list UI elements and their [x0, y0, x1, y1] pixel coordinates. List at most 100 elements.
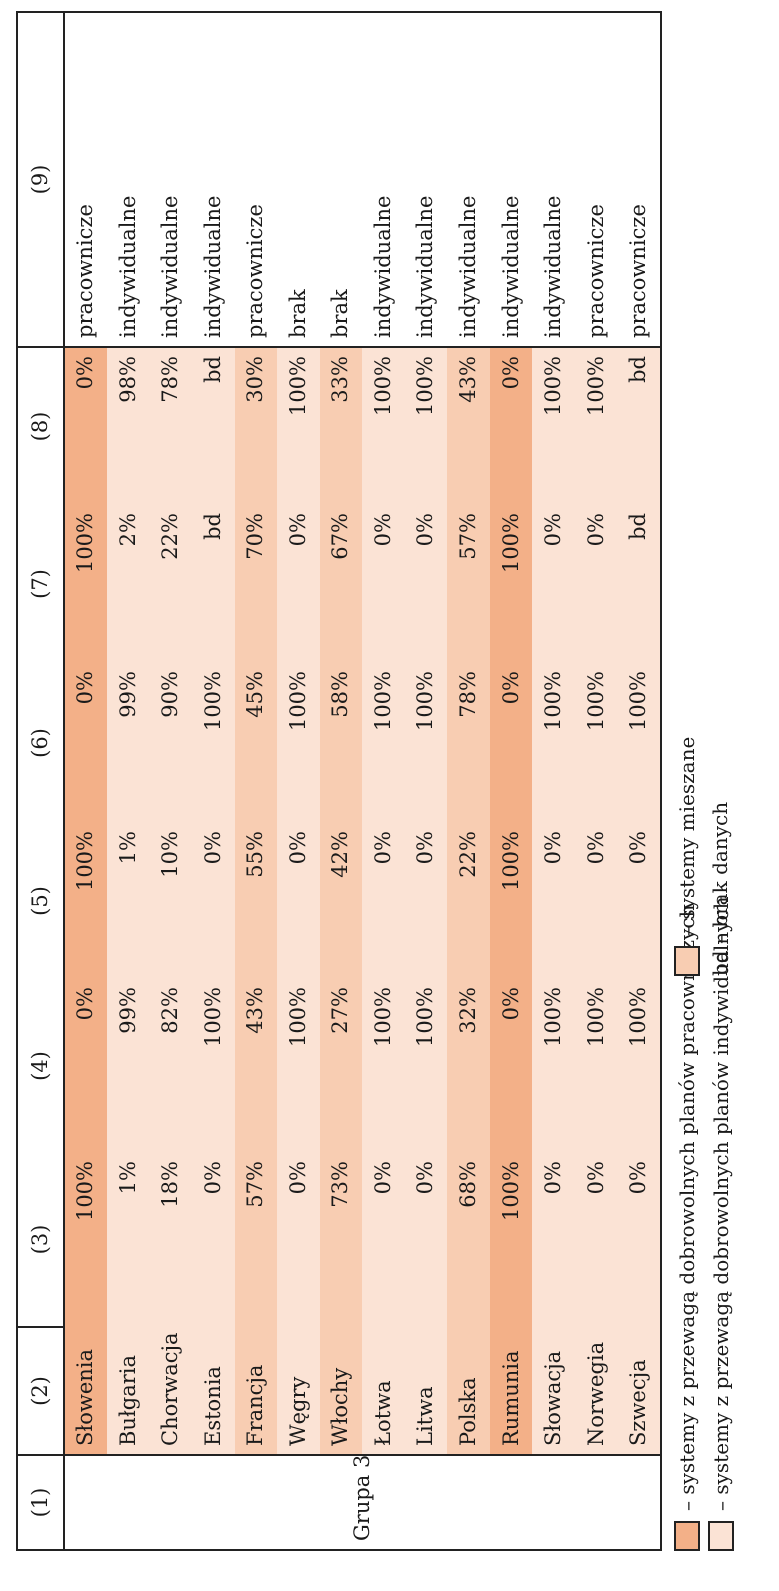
- value-cell: 0%: [362, 505, 405, 663]
- header-col-4: (4): [17, 979, 64, 1153]
- value-cell: 0%: [192, 823, 235, 979]
- type-cell: indywidualne: [362, 12, 405, 347]
- value-cell: 100%: [192, 979, 235, 1153]
- value-cell: bd: [192, 347, 235, 505]
- value-cell: 68%: [447, 1153, 490, 1327]
- value-cell: bd: [617, 347, 661, 505]
- value-cell: 0%: [489, 663, 533, 823]
- value-cell: 100%: [277, 979, 320, 1153]
- country-cell: Francja: [234, 1327, 278, 1455]
- value-cell: 0%: [362, 1153, 405, 1327]
- table-row: Rumunia 100% 0% 100% 0% 100% 0% indywidualne: [489, 12, 533, 1550]
- value-cell: 55%: [234, 823, 278, 979]
- legend-label-bd: bd – brak danych: [708, 801, 732, 976]
- value-cell: 73%: [319, 1153, 363, 1327]
- value-cell: 100%: [574, 663, 618, 823]
- type-cell: pracownicze: [234, 12, 278, 347]
- value-cell: 99%: [107, 663, 150, 823]
- value-cell: 0%: [574, 505, 618, 663]
- value-cell: 27%: [319, 979, 363, 1153]
- value-cell: 100%: [532, 347, 575, 505]
- table-row: Szwecja 0% 100% 0% 100% bd bd pracownicze: [617, 12, 661, 1550]
- value-cell: 0%: [532, 505, 575, 663]
- value-cell: 100%: [63, 505, 108, 663]
- legend-label-mieszane: – systemy mieszane: [675, 736, 699, 936]
- value-cell: 0%: [192, 1153, 235, 1327]
- type-cell: indywidualne: [532, 12, 575, 347]
- type-cell: pracownicze: [63, 12, 108, 347]
- type-cell: brak: [277, 12, 320, 347]
- country-cell: Litwa: [404, 1327, 448, 1455]
- value-cell: 33%: [319, 347, 363, 505]
- value-cell: bd: [192, 505, 235, 663]
- legend-item-bd: bd – brak danych: [708, 802, 732, 976]
- header-col-8: (8): [17, 347, 64, 505]
- table-row: Łotwa 0% 100% 0% 100% 0% 100% indywidualne: [362, 12, 405, 1550]
- legend-item-mieszane: – systemy mieszane: [674, 737, 700, 976]
- type-cell: pracownicze: [617, 12, 661, 347]
- value-cell: 100%: [574, 979, 618, 1153]
- value-cell: 42%: [319, 823, 363, 979]
- country-cell: Szwecja: [617, 1327, 661, 1455]
- header-col-2: (2): [17, 1327, 64, 1455]
- pension-systems-table: (1) (2) (3) (4) (5) (6) (7) (8) (9) Grup…: [16, 11, 662, 1551]
- type-cell: pracownicze: [574, 12, 618, 347]
- value-cell: 0%: [574, 1153, 618, 1327]
- table-row: Włochy 73% 27% 42% 58% 67% 33% brak: [319, 12, 363, 1550]
- value-cell: 100%: [404, 347, 448, 505]
- value-cell: 100%: [362, 979, 405, 1153]
- value-cell: 100%: [362, 347, 405, 505]
- header-col-3: (3): [17, 1153, 64, 1327]
- value-cell: 22%: [447, 823, 490, 979]
- value-cell: 100%: [574, 347, 618, 505]
- country-cell: Słowacja: [532, 1327, 575, 1455]
- value-cell: 100%: [362, 663, 405, 823]
- value-cell: 22%: [149, 505, 193, 663]
- value-cell: 67%: [319, 505, 363, 663]
- legend-item-pracownicze: – systemy z przewagą dobrowolnych planów…: [674, 905, 700, 1551]
- table-row: Chorwacja 18% 82% 10% 90% 22% 78% indywidualne: [149, 12, 193, 1550]
- value-cell: 57%: [447, 505, 490, 663]
- country-cell: Estonia: [192, 1327, 235, 1455]
- legend-swatch-mieszane: [674, 946, 700, 976]
- type-cell: indywidualne: [192, 12, 235, 347]
- type-cell: indywidualne: [404, 12, 448, 347]
- value-cell: 10%: [149, 823, 193, 979]
- legend-item-indywidualne: – systemy z przewagą dobrowolnych planów…: [708, 896, 734, 1551]
- value-cell: 100%: [63, 823, 108, 979]
- country-cell: Węgry: [277, 1327, 320, 1455]
- table-row: Słowacja 0% 100% 0% 100% 0% 100% indywidualne: [532, 12, 575, 1550]
- type-cell: indywidualne: [447, 12, 490, 347]
- value-cell: 43%: [447, 347, 490, 505]
- value-cell: 100%: [617, 979, 661, 1153]
- group-label: Grupa 3: [63, 1455, 661, 1550]
- value-cell: 100%: [277, 663, 320, 823]
- value-cell: 100%: [617, 663, 661, 823]
- value-cell: 78%: [447, 663, 490, 823]
- value-cell: 45%: [234, 663, 278, 823]
- country-cell: Bułgaria: [107, 1327, 150, 1455]
- country-cell: Łotwa: [362, 1327, 405, 1455]
- value-cell: 0%: [404, 1153, 448, 1327]
- value-cell: 0%: [404, 823, 448, 979]
- value-cell: 0%: [63, 979, 108, 1153]
- value-cell: 100%: [404, 979, 448, 1153]
- value-cell: 0%: [489, 979, 533, 1153]
- value-cell: 100%: [489, 823, 533, 979]
- value-cell: 30%: [234, 347, 278, 505]
- header-col-5: (5): [17, 823, 64, 979]
- value-cell: 0%: [574, 823, 618, 979]
- value-cell: 0%: [489, 347, 533, 505]
- table-row: Grupa 3 Słowenia 100% 0% 100% 0% 100% 0% pracown…: [63, 12, 661, 1550]
- header-col-6: (6): [17, 663, 64, 823]
- value-cell: 18%: [149, 1153, 193, 1327]
- value-cell: 90%: [149, 663, 193, 823]
- value-cell: 98%: [107, 347, 150, 505]
- value-cell: 100%: [192, 663, 235, 823]
- type-cell: brak: [319, 12, 363, 347]
- value-cell: 0%: [63, 347, 108, 505]
- value-cell: 100%: [489, 505, 533, 663]
- header-col-1: (1): [17, 1455, 64, 1550]
- value-cell: 1%: [107, 823, 150, 979]
